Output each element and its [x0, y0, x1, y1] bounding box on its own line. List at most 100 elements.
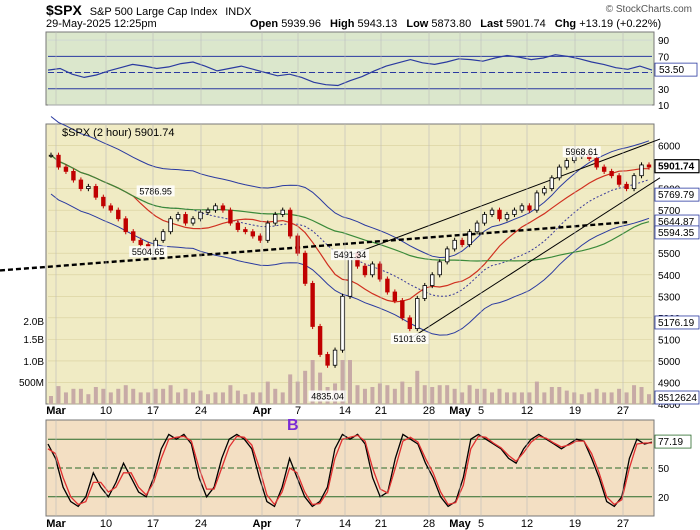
volume-bar — [220, 392, 225, 404]
volume-bar — [564, 390, 569, 404]
price-label: 5594.35 — [658, 228, 695, 239]
candle-body — [497, 209, 502, 220]
price-label: 5176.19 — [658, 318, 695, 329]
open-label: Open — [250, 18, 279, 30]
stoch-d-line — [47, 434, 652, 506]
candle-body — [646, 164, 652, 168]
volume-bar — [198, 390, 203, 404]
x-tick-label: 24 — [195, 405, 207, 417]
candle-body — [131, 231, 136, 241]
x-tick-label: 10 — [100, 405, 112, 417]
volume-bar — [71, 388, 76, 404]
rsi-panel-bg — [45, 31, 655, 106]
candle-body — [116, 209, 121, 220]
candle-body — [56, 154, 61, 168]
volume-bar — [63, 392, 68, 404]
candle-body — [385, 278, 390, 293]
volume-tick-label: 500M — [19, 378, 44, 389]
candle-body — [71, 170, 76, 181]
candle-body — [542, 188, 547, 194]
volume-bar — [527, 392, 532, 404]
volume-bar — [407, 387, 412, 404]
candle-body — [86, 186, 91, 190]
volume-bar — [280, 392, 285, 404]
rsi-line — [47, 54, 653, 87]
candle-body — [564, 160, 569, 168]
candle-body — [332, 349, 338, 366]
volume-bar — [288, 374, 293, 404]
low-value: 5873.80 — [431, 18, 472, 30]
candle-body — [504, 214, 510, 220]
volume-bar — [49, 396, 53, 404]
volume-bar — [542, 392, 547, 404]
marker-b: B — [287, 417, 299, 434]
volume-bar — [490, 392, 495, 404]
rsi-tick-label: 30 — [658, 85, 670, 96]
volume-bar — [265, 381, 270, 404]
volume-bar — [519, 392, 524, 404]
annotation-bg — [308, 390, 347, 402]
annotation-bg — [562, 146, 601, 158]
candle-body — [639, 164, 644, 177]
symbol: $SPX — [46, 2, 82, 18]
candle-body — [108, 205, 113, 211]
candle-body — [213, 205, 218, 211]
candle-body — [362, 265, 368, 276]
volume-bar — [445, 385, 450, 404]
volume-tick-label: 1.0B — [23, 357, 44, 368]
volume-bar — [243, 394, 248, 404]
candle-body — [93, 186, 99, 198]
volume-bar — [579, 394, 584, 404]
volume-bar — [512, 392, 517, 404]
candle-body — [175, 214, 181, 220]
candle-body — [302, 252, 308, 284]
price-panel: 6000590058005700560055005400530052005100… — [0, 116, 700, 411]
x-tick-label: 28 — [423, 518, 435, 530]
candle-body — [273, 214, 278, 224]
x-tick-label: 10 — [100, 518, 112, 530]
annotation-bg — [136, 185, 175, 197]
candle-body — [549, 177, 555, 190]
volume-bar — [228, 385, 233, 404]
volume-bar — [168, 385, 173, 404]
volume-bar — [348, 360, 352, 404]
volume-tick-label: 1.5B — [23, 335, 44, 346]
price-annotation: 5786.95 — [139, 186, 172, 196]
candle-body — [78, 179, 84, 190]
candle-body — [48, 154, 54, 157]
candle-body — [489, 209, 495, 215]
price-tick-label: 5500 — [658, 249, 681, 260]
volume-bar — [183, 388, 188, 404]
candle-body — [63, 166, 69, 172]
exchange: INDX — [225, 6, 252, 18]
x-tick-label: Apr — [253, 405, 273, 417]
volume-bar — [191, 392, 196, 404]
volume-bar — [617, 388, 622, 404]
rsi-last-box — [654, 62, 698, 77]
volume-bar — [176, 392, 181, 404]
price-label-box — [654, 390, 700, 405]
volume-bar — [205, 394, 210, 404]
volume-bar — [504, 392, 509, 404]
volume-bar — [392, 388, 397, 404]
candle-body — [265, 222, 270, 241]
rsi-last-label: 53.50 — [659, 65, 684, 76]
low-label: Low — [406, 18, 429, 30]
candle-body — [168, 218, 173, 233]
candle-body — [534, 192, 540, 211]
candle-body — [392, 291, 398, 302]
volume-bar — [138, 392, 143, 404]
volume-bar — [161, 388, 166, 404]
volume-bar — [86, 394, 91, 404]
x-tick-label: 5 — [478, 405, 484, 417]
candle-body — [295, 235, 300, 254]
price-label: 5769.79 — [658, 190, 695, 201]
volume-bar — [153, 388, 158, 404]
price-label: 5644.87 — [658, 217, 695, 228]
candle-body — [444, 248, 450, 263]
candle-body — [325, 354, 330, 366]
candle-body — [609, 170, 614, 177]
volume-bar — [602, 392, 607, 404]
x-tick-label: 14 — [339, 518, 351, 530]
volume-bar — [318, 372, 323, 404]
